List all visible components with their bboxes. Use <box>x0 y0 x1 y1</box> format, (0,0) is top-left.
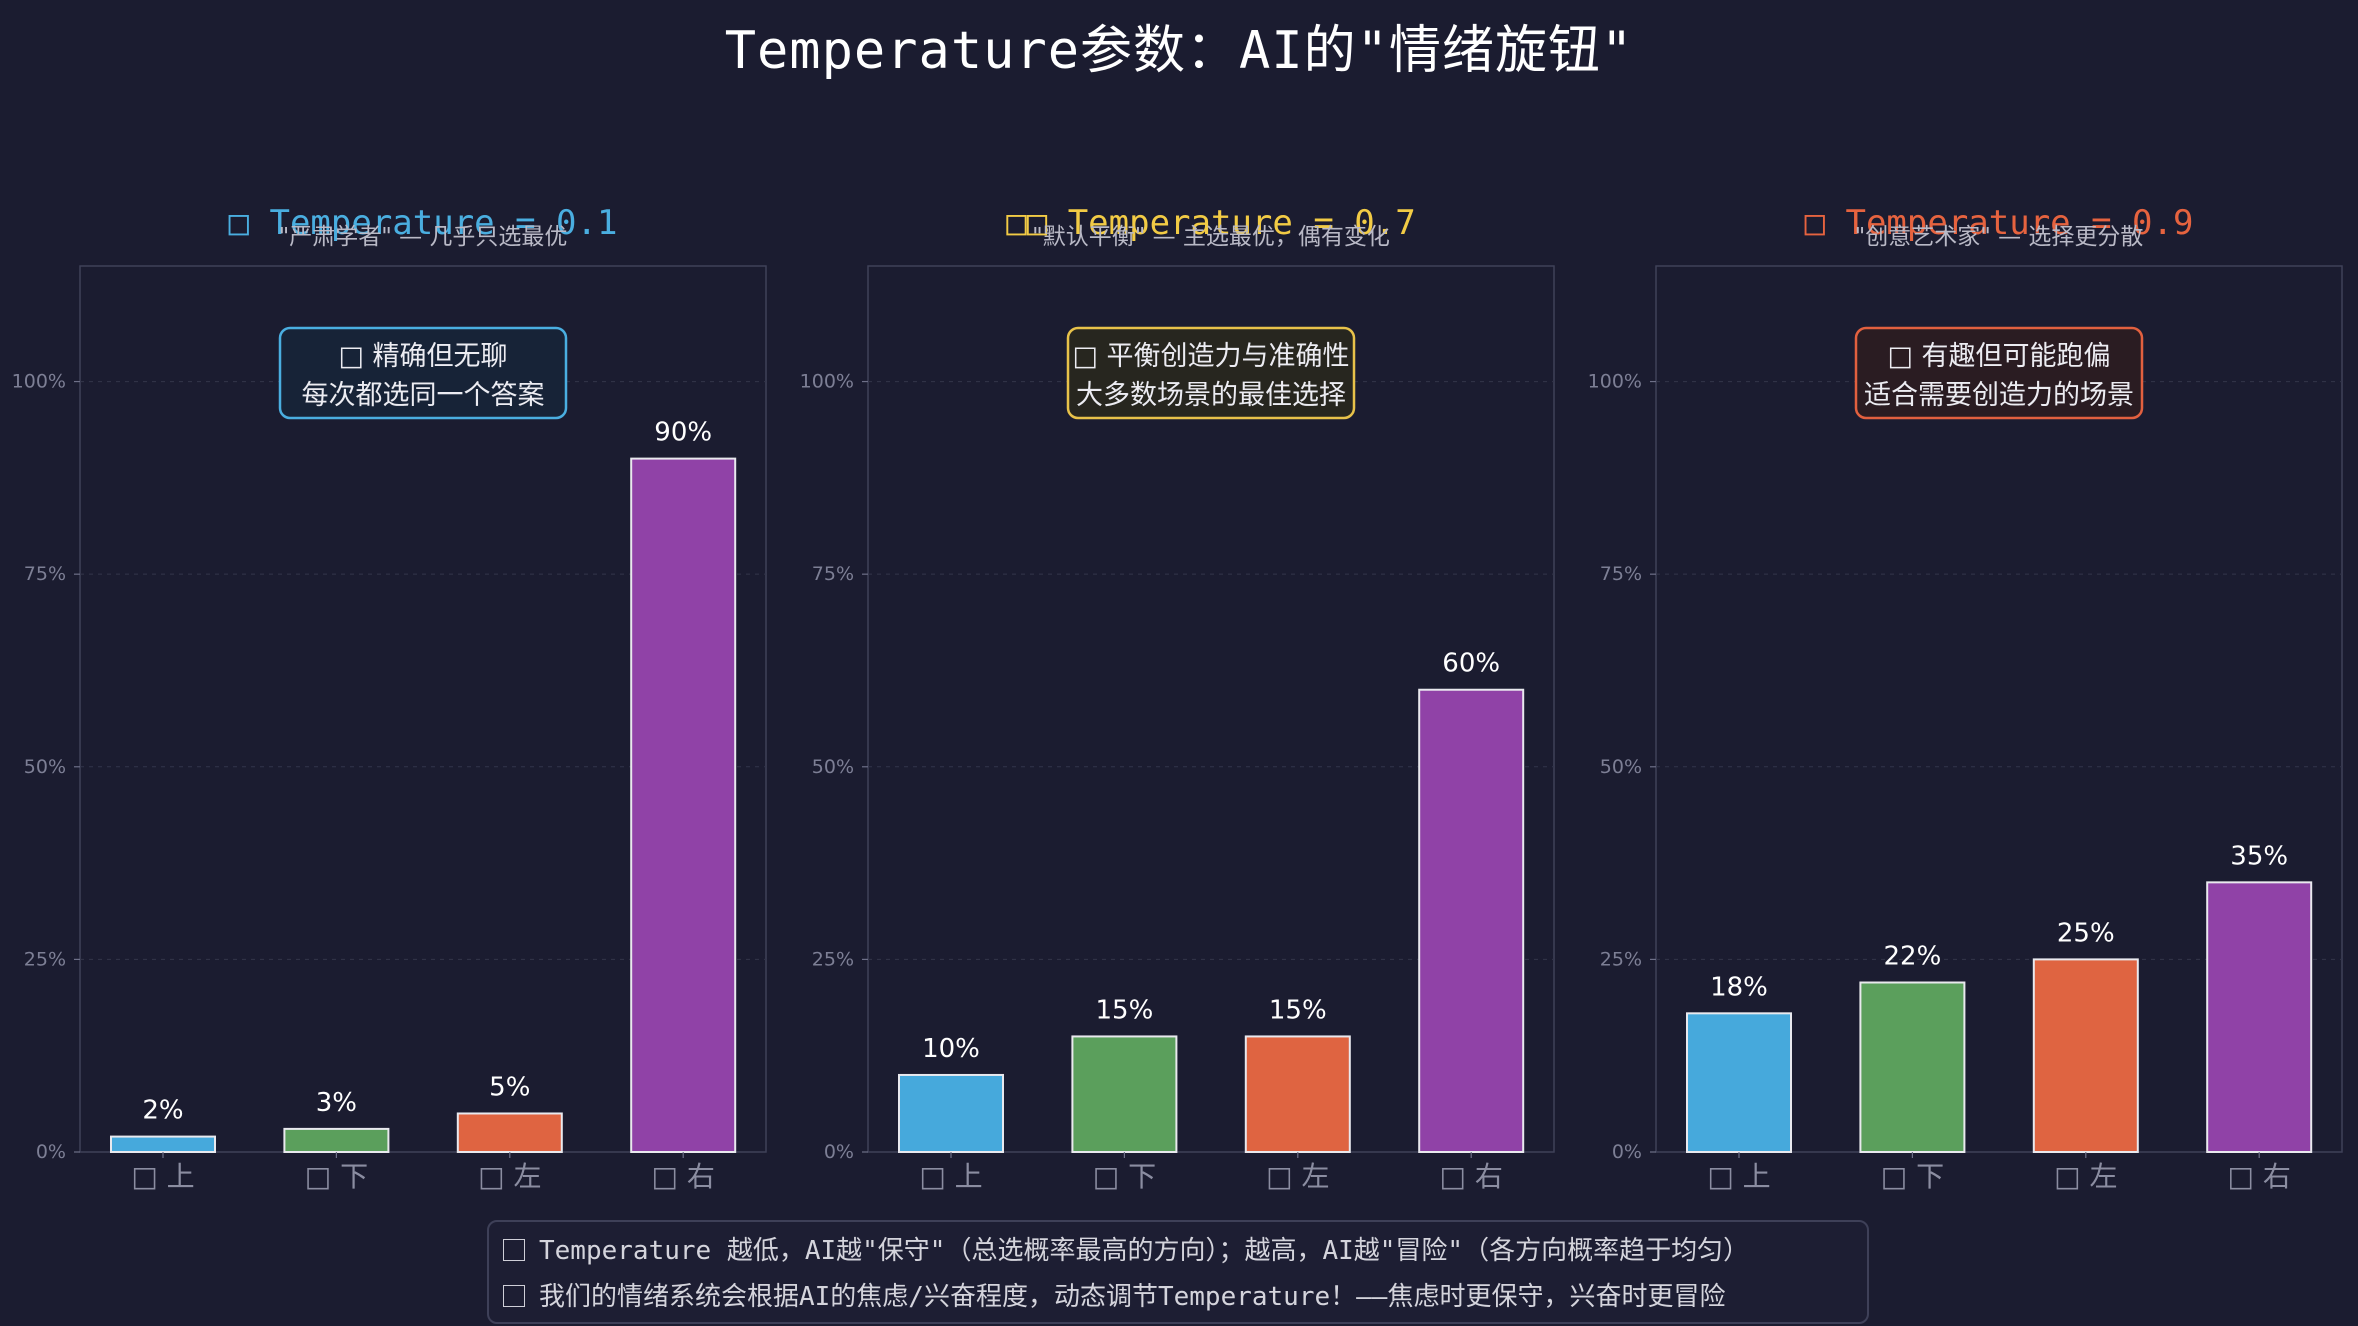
y-tick-label: 50% <box>812 756 854 778</box>
bar-value-label: 60% <box>1442 649 1500 679</box>
annotation-line-2: 每次都选同一个答案 <box>302 380 545 411</box>
footer-text-2: 我们的情绪系统会根据AI的焦虑/兴奋程度，动态调节Temperature！——焦… <box>539 1282 1726 1312</box>
y-tick-label: 75% <box>812 563 854 585</box>
x-tick-label: □ 上 <box>1707 1160 1770 1193</box>
page-title: Temperature参数：AI的"情绪旋钮" <box>724 21 1634 81</box>
annotation-box <box>278 326 568 420</box>
bar <box>1686 1012 1792 1153</box>
title-text: Temperature = 0.9 <box>1845 203 2193 243</box>
footer-line-1: Temperature 越低，AI越"保守"（总选概率最高的方向）；越高，AI越… <box>503 1228 1853 1274</box>
bar <box>456 1112 563 1154</box>
panel-title: □□ Temperature = 0.7 <box>1006 203 1415 243</box>
y-tick-label: 50% <box>24 756 66 778</box>
y-tick-label: 0% <box>36 1141 66 1163</box>
footer-text-1: Temperature 越低，AI越"保守"（总选概率最高的方向）；越高，AI越… <box>539 1236 1750 1266</box>
bar <box>283 1127 390 1154</box>
x-tick-label: □ 下 <box>1093 1160 1156 1193</box>
bar <box>110 1135 216 1154</box>
x-tick-label: □ 右 <box>652 1160 715 1193</box>
y-tick-label: 75% <box>24 563 66 585</box>
y-tick-label: 25% <box>1600 948 1642 970</box>
bar <box>1244 1035 1351 1154</box>
panel-subtitle: "严肃学者" — 几乎只选最优 <box>279 224 568 250</box>
bar-value-label: 35% <box>2230 841 2288 871</box>
bar-value-label: 5% <box>489 1072 530 1102</box>
panel-title: □ Temperature = 0.1 <box>229 203 618 243</box>
title-icon: □□ <box>1006 203 1067 243</box>
y-tick-label: 75% <box>1600 563 1642 585</box>
bar-value-label: 90% <box>654 418 712 448</box>
title-text: Temperature = 0.7 <box>1068 203 1416 243</box>
x-tick-label: □ 下 <box>305 1160 368 1193</box>
bar-value-label: 10% <box>922 1034 980 1064</box>
x-tick-label: □ 右 <box>1440 1160 1503 1193</box>
plot-frame <box>79 265 767 1153</box>
y-tick-label: 100% <box>1588 371 1642 393</box>
bar <box>630 457 737 1153</box>
bar <box>1859 981 1966 1153</box>
x-tick-label: □ 上 <box>919 1160 982 1193</box>
bar <box>1071 1035 1178 1154</box>
annotation-box <box>1854 326 2144 420</box>
bar-value-label: 22% <box>1884 942 1942 972</box>
title-text: Temperature = 0.1 <box>269 203 617 243</box>
x-tick-label: □ 左 <box>478 1160 541 1193</box>
y-tick-label: 0% <box>824 1141 854 1163</box>
bar-value-label: 3% <box>316 1088 357 1118</box>
title-icon: □ <box>229 203 270 243</box>
checkbox-icon <box>503 1285 525 1307</box>
bar <box>2032 958 2139 1153</box>
y-tick-label: 100% <box>12 371 66 393</box>
x-tick-label: □ 上 <box>131 1160 194 1193</box>
annotation-line-1: □ 平衡创造力与准确性 <box>1072 341 1349 372</box>
y-tick-label: 50% <box>1600 756 1642 778</box>
plot-frame <box>1655 265 2343 1153</box>
panel-title: □ Temperature = 0.9 <box>1805 203 2194 243</box>
x-tick-label: □ 右 <box>2228 1160 2291 1193</box>
x-tick-label: □ 下 <box>1881 1160 1944 1193</box>
y-tick-label: 25% <box>812 948 854 970</box>
x-tick-label: □ 左 <box>1266 1160 1329 1193</box>
bar-value-label: 18% <box>1710 972 1768 1002</box>
footer-line-2: 我们的情绪系统会根据AI的焦虑/兴奋程度，动态调节Temperature！——焦… <box>503 1274 1853 1320</box>
y-tick-label: 25% <box>24 948 66 970</box>
bar-value-label: 25% <box>2057 918 2115 948</box>
annotation-line-1: □ 有趣但可能跑偏 <box>1887 341 2110 372</box>
annotation-line-2: 大多数场景的最佳选择 <box>1076 380 1346 411</box>
x-tick-label: □ 左 <box>2054 1160 2117 1193</box>
y-tick-label: 0% <box>1612 1141 1642 1163</box>
plot-frame <box>867 265 1555 1153</box>
y-tick-label: 100% <box>800 371 854 393</box>
annotation-box <box>1066 326 1356 420</box>
bar <box>898 1073 1004 1154</box>
bar-value-label: 15% <box>1269 995 1327 1025</box>
bar-value-label: 2% <box>142 1096 183 1126</box>
panel-subtitle: "默认平衡" — 主选最优，偶有变化 <box>1032 224 1390 250</box>
title-icon: □ <box>1805 203 1846 243</box>
checkbox-icon <box>503 1239 525 1261</box>
panel-subtitle: "创意艺术家" — 选择更分散 <box>1855 224 2144 250</box>
bar-value-label: 15% <box>1096 995 1154 1025</box>
bar <box>2206 881 2313 1153</box>
annotation-line-1: □ 精确但无聊 <box>338 341 507 372</box>
annotation-line-2: 适合需要创造力的场景 <box>1864 380 2134 411</box>
bar <box>1418 688 1525 1153</box>
footer-note: Temperature 越低，AI越"保守"（总选概率最高的方向）；越高，AI越… <box>487 1220 1869 1324</box>
